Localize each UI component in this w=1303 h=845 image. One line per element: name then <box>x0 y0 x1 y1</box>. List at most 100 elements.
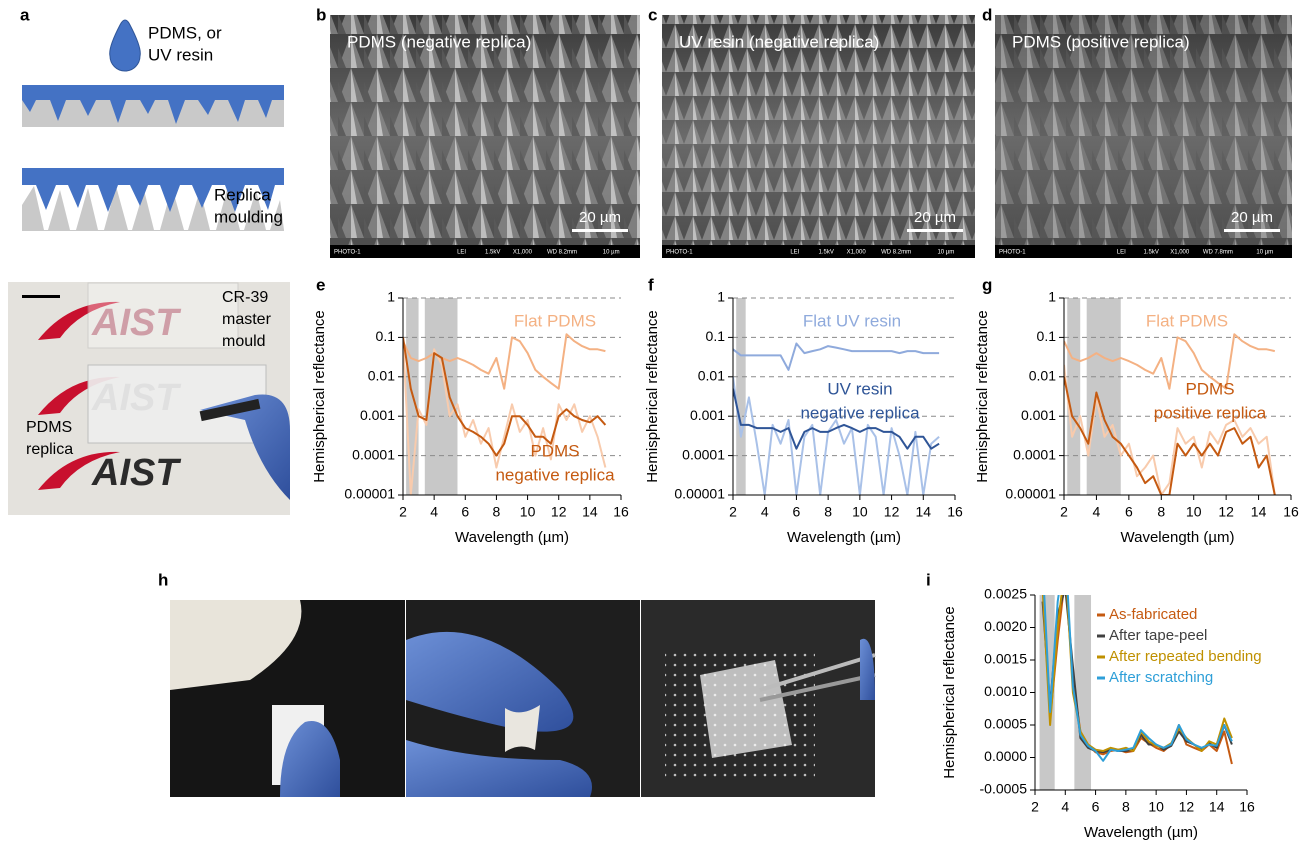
panel-letter: c <box>648 5 657 24</box>
sem-footer-text: 1.5kV <box>485 250 500 256</box>
x-tick-label: 12 <box>1179 799 1195 815</box>
x-tick-label: 4 <box>1061 799 1069 815</box>
y-tick-label: 0.1 <box>376 328 396 344</box>
scale-bar <box>1224 229 1280 232</box>
x-tick-label: 16 <box>1283 504 1299 520</box>
scale-bar <box>22 295 60 298</box>
panel-letter: f <box>648 275 654 294</box>
series-line <box>733 388 940 450</box>
replica-label: replica <box>26 441 73 458</box>
x-tick-label: 14 <box>1209 799 1225 815</box>
y-axis-title: Hemispherical reflectance <box>974 310 991 483</box>
x-tick-label: 4 <box>761 504 769 520</box>
y-tick-label: 0.0010 <box>984 683 1027 699</box>
glove <box>860 638 875 700</box>
x-tick-label: 8 <box>493 504 501 520</box>
y-tick-label: 0.00001 <box>344 486 395 502</box>
y-axis-title: Hemispherical reflectance <box>941 606 958 779</box>
y-tick-label: 0.001 <box>690 407 725 423</box>
sem-footer-text: 1.5kV <box>1144 250 1159 256</box>
x-tick-label: 6 <box>1092 799 1100 815</box>
legend-label: After tape-peel <box>1109 627 1207 644</box>
y-tick-label: 0.0001 <box>1013 446 1056 462</box>
panel-letter: h <box>158 570 168 589</box>
sem-footer-text: LEI <box>1117 250 1126 256</box>
x-tick-label: 14 <box>582 504 598 520</box>
series-label: PDMS <box>1185 379 1234 398</box>
logo-swoosh <box>38 301 120 340</box>
x-tick-label: 10 <box>1148 799 1164 815</box>
drop-icon <box>109 19 141 72</box>
master-label: master <box>222 311 272 328</box>
shaded-region <box>1067 298 1081 495</box>
panel-h-photos <box>170 600 876 797</box>
x-tick-label: 14 <box>915 504 931 520</box>
y-tick-label: 0.0025 <box>984 586 1027 602</box>
replica-label: PDMS <box>26 419 72 436</box>
y-tick-label: 0.0000 <box>984 748 1027 764</box>
tape-roll <box>170 600 302 690</box>
x-tick-label: 8 <box>1122 799 1130 815</box>
sem-footer-text: 10 µm <box>1256 250 1273 256</box>
x-tick-label: 6 <box>793 504 801 520</box>
master-label: CR-39 <box>222 289 268 306</box>
x-tick-label: 2 <box>399 504 407 520</box>
x-tick-label: 14 <box>1251 504 1267 520</box>
x-tick-label: 4 <box>430 504 438 520</box>
scale-bar <box>907 229 963 232</box>
logo-swoosh <box>38 376 120 415</box>
panel-letter: e <box>316 275 325 294</box>
y-tick-label: 0.01 <box>1029 368 1056 384</box>
sem-footer-text: 10 µm <box>937 250 954 256</box>
series-line <box>403 337 607 457</box>
sem-footer-text: WD 8.2mm <box>881 250 911 256</box>
x-tick-label: 6 <box>461 504 469 520</box>
sem-texture <box>995 15 1292 245</box>
sem-footer-text: PHOTO-1 <box>999 250 1026 256</box>
series-label: Flat PDMS <box>1146 311 1228 330</box>
x-axis-title: Wavelength (µm) <box>787 529 901 546</box>
legend-label: After repeated bending <box>1109 648 1262 665</box>
scratch-arrows <box>665 650 815 780</box>
resin-layer <box>22 85 284 124</box>
sem-title: PDMS (positive replica) <box>1012 32 1190 51</box>
sem-footer-text: PHOTO-1 <box>666 250 693 256</box>
x-tick-label: 12 <box>551 504 567 520</box>
master-label: mould <box>222 333 266 350</box>
series-line <box>733 376 940 495</box>
scale-label: 20 µm <box>579 209 621 226</box>
y-tick-label: 0.0001 <box>682 446 725 462</box>
series-line <box>1064 376 1276 495</box>
series-line <box>1064 364 1276 495</box>
glove <box>406 631 574 732</box>
sample <box>505 705 540 752</box>
sem-footer-text: PHOTO-1 <box>334 250 361 256</box>
x-tick-label: 8 <box>824 504 832 520</box>
series-label: negative replica <box>800 403 920 422</box>
sem-title: PDMS (negative replica) <box>347 32 531 51</box>
y-tick-label: 0.0001 <box>352 446 395 462</box>
panel-letter: d <box>982 5 992 24</box>
y-tick-label: 0.0005 <box>984 716 1027 732</box>
series-line <box>733 342 940 371</box>
sem-footer-text: WD 7.8mm <box>1203 250 1233 256</box>
legend-label: As-fabricated <box>1109 606 1197 623</box>
sem-texture <box>330 15 640 245</box>
sem-footer-text: X1,000 <box>513 250 533 256</box>
x-axis-title: Wavelength (µm) <box>1084 824 1198 841</box>
glove <box>406 740 592 797</box>
sem-footer-text: LEI <box>457 250 466 256</box>
glove <box>200 394 290 500</box>
replica-layer <box>22 168 284 212</box>
x-tick-label: 10 <box>852 504 868 520</box>
y-tick-label: 1 <box>387 289 395 305</box>
x-tick-label: 16 <box>1239 799 1255 815</box>
glove <box>280 721 340 797</box>
x-tick-label: 2 <box>729 504 737 520</box>
series-label: positive replica <box>1154 403 1267 422</box>
drop-label: PDMS, or <box>148 23 222 42</box>
legend-label: After scratching <box>1109 669 1213 686</box>
sem-footer-text: LEI <box>790 250 799 256</box>
